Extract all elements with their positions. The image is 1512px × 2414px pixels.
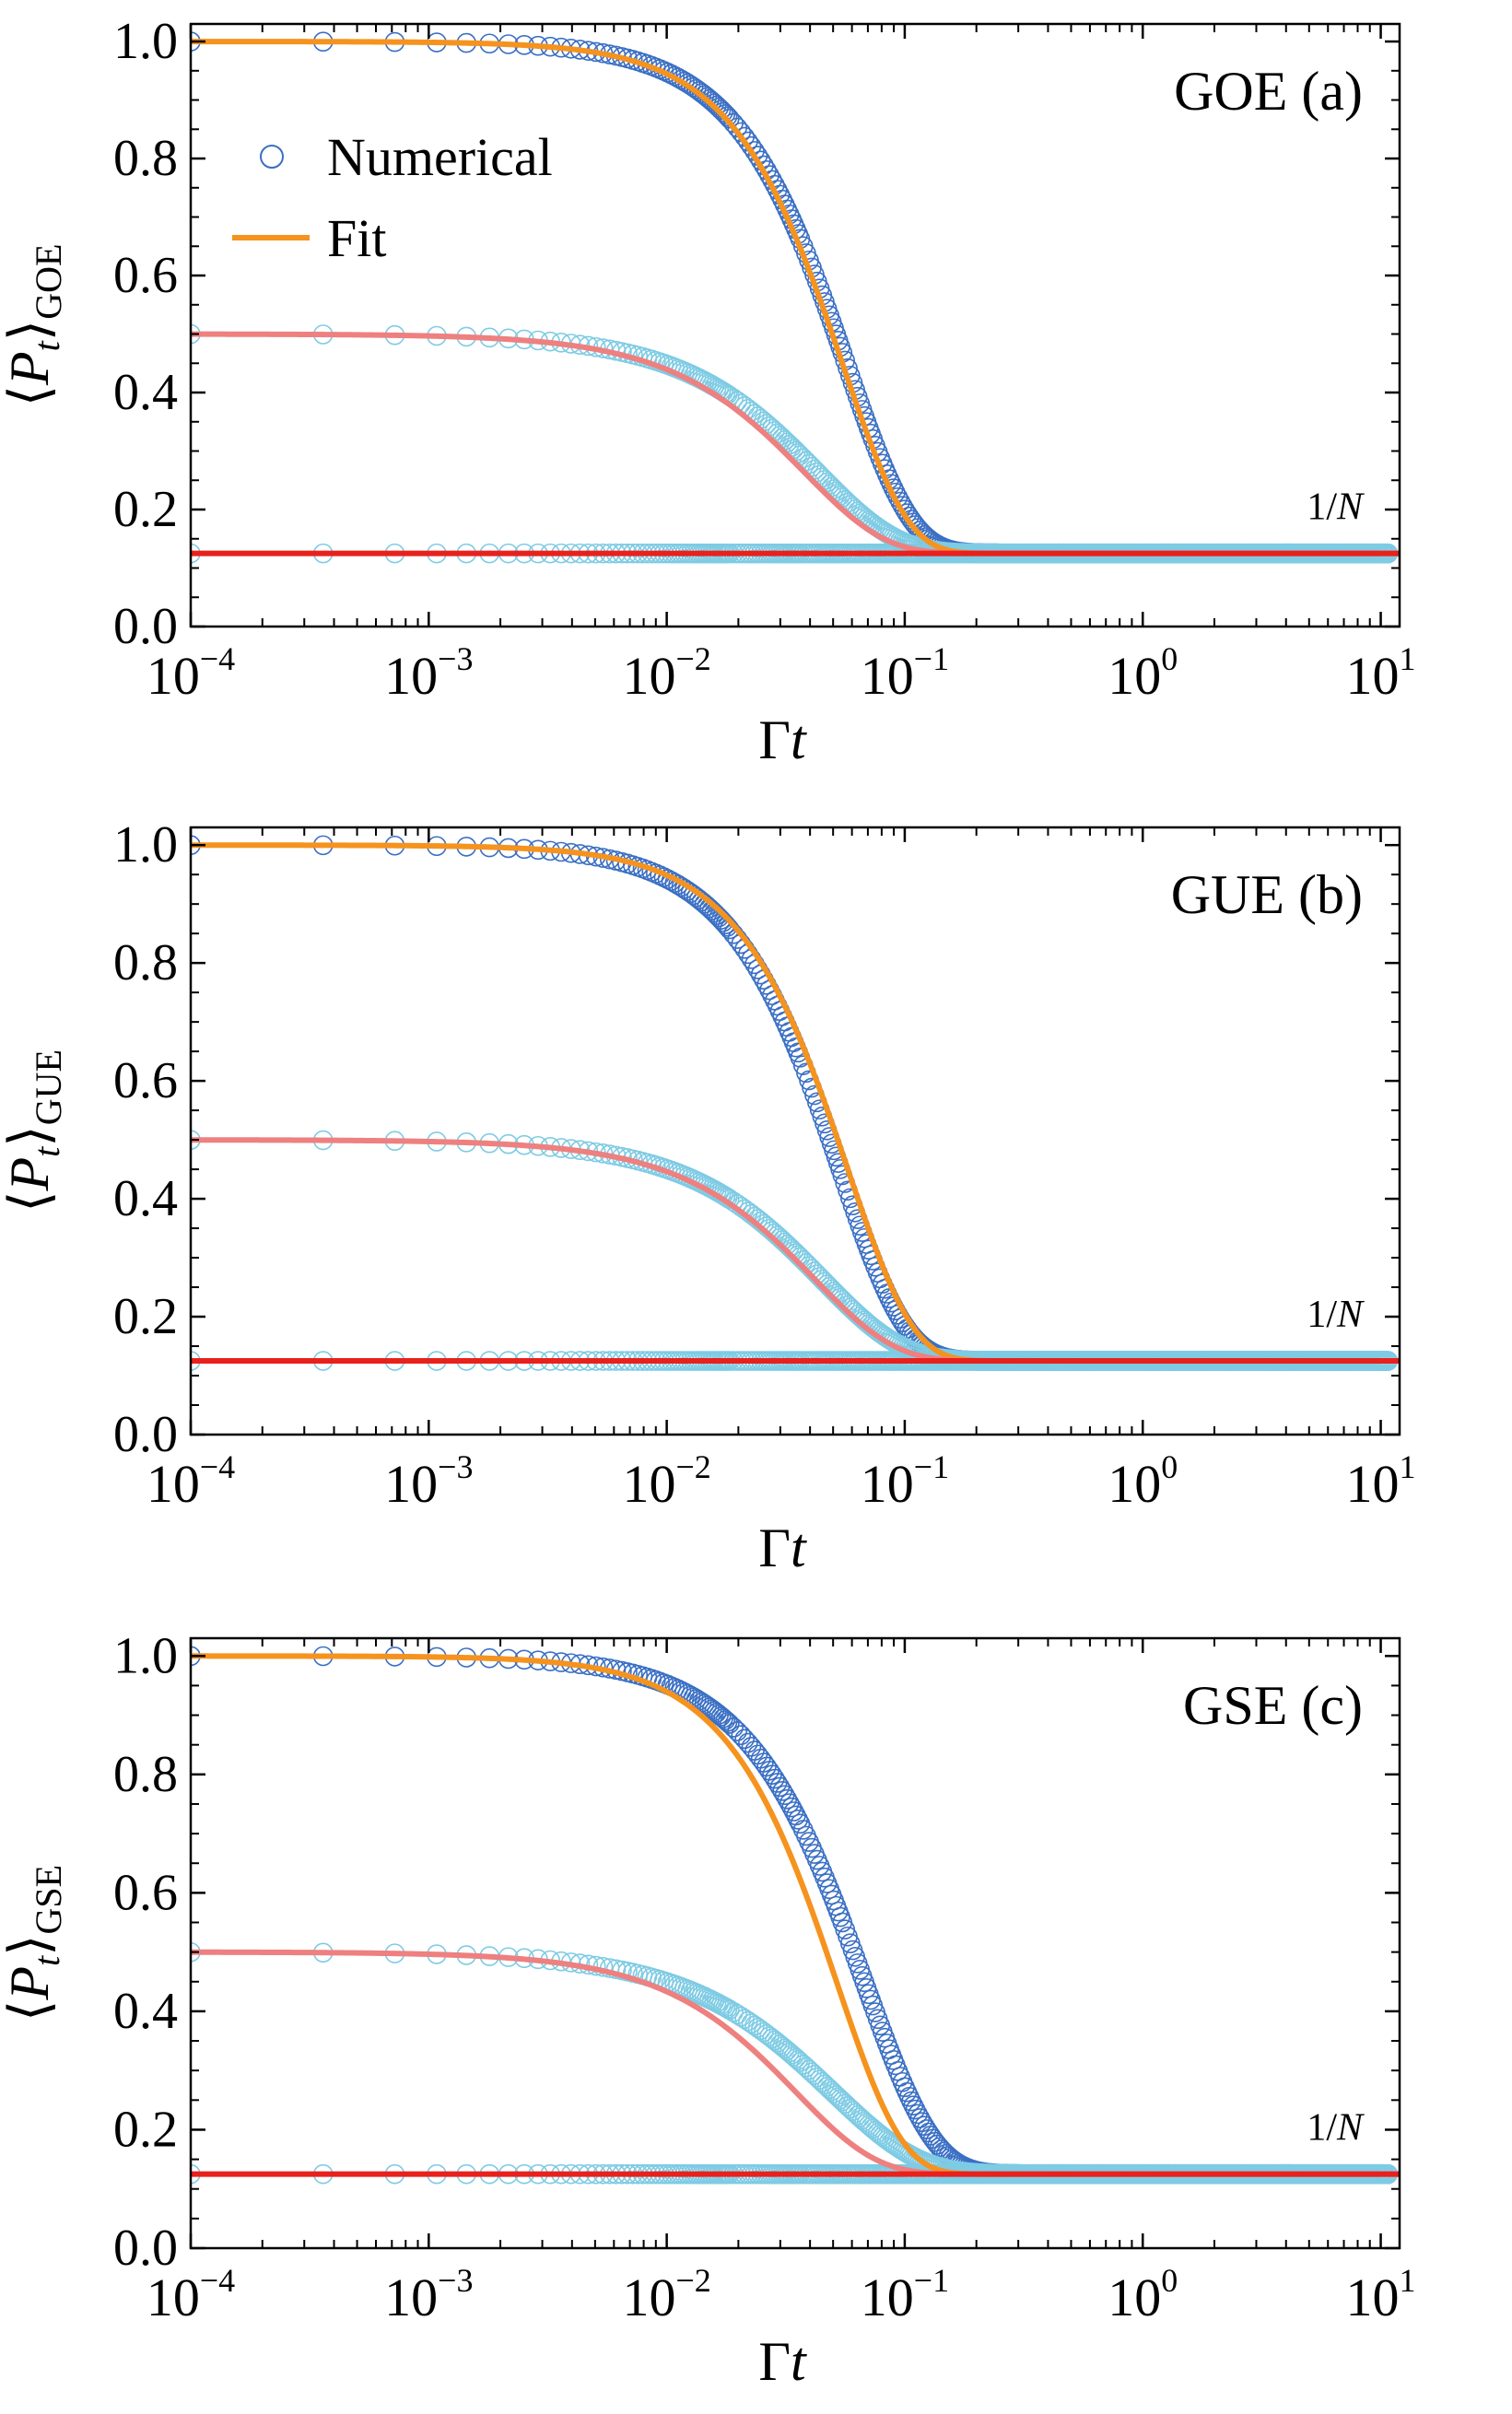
y-tick-label: 1.0: [113, 13, 178, 70]
legend-label-fit: Fit: [327, 208, 387, 268]
y-tick-label: 0.0: [113, 598, 178, 655]
x-tick-label: 10−1: [861, 640, 949, 706]
panel-label: GUE (b): [1171, 864, 1363, 925]
x-tick-label: 101: [1346, 640, 1416, 706]
numerical-point: [723, 1717, 744, 1738]
x-tick-label: 10−4: [147, 2262, 235, 2327]
y-tick-label: 0.2: [113, 1288, 178, 1345]
plot-area: [191, 1646, 1400, 2185]
y-tick-label: 0.6: [113, 1052, 178, 1109]
x-tick-label: 10−1: [861, 2262, 949, 2327]
y-tick-label: 1.0: [113, 816, 178, 873]
numerical-point: [731, 1725, 752, 1745]
numerical-point: [731, 2006, 752, 2027]
y-tick-label: 0.6: [113, 1864, 178, 1921]
legend: Numerical Fit: [232, 127, 553, 268]
y-tick-label: 0.0: [113, 2220, 178, 2277]
legend-label-numerical: Numerical: [327, 127, 553, 187]
y-tick-label: 0.4: [113, 364, 178, 421]
x-tick-label: 101: [1346, 1448, 1416, 1514]
one-over-n-annotation: 1/N: [1307, 2107, 1365, 2150]
y-tick-label: 0.4: [113, 1170, 178, 1227]
y-axis-label: ⟨Pt⟩GOE: [0, 244, 69, 407]
x-tick-label: 10−2: [622, 2262, 710, 2327]
y-tick-label: 0.8: [113, 934, 178, 991]
numerical-point: [688, 81, 709, 101]
x-tick-label: 100: [1108, 640, 1178, 706]
panel-label: GOE (a): [1174, 61, 1363, 122]
y-tick-label: 0.0: [113, 1406, 178, 1463]
numerical-point: [717, 106, 738, 127]
plot-area: [191, 31, 1400, 564]
y-tick-label: 0.2: [113, 2101, 178, 2158]
x-axis-label: Γt: [758, 709, 807, 770]
one-over-n-annotation: 1/N: [1307, 486, 1365, 529]
y-tick-label: 0.6: [113, 247, 178, 304]
y-axis-label: ⟨Pt⟩GSE: [0, 1865, 69, 2021]
y-tick-label: 0.8: [113, 130, 178, 187]
x-tick-label: 100: [1108, 2262, 1178, 2327]
x-tick-label: 10−2: [622, 1448, 710, 1514]
y-tick-label: 0.2: [113, 481, 178, 538]
panel-label: GSE (c): [1183, 1675, 1363, 1736]
plot-area: [191, 835, 1400, 1371]
numerical-point: [788, 1810, 808, 1830]
numerical-point: [734, 1728, 755, 1750]
numerical-point: [727, 1721, 748, 1741]
x-tick-label: 100: [1108, 1448, 1178, 1514]
x-tick-label: 10−4: [147, 640, 235, 706]
x-tick-label: 101: [1346, 2262, 1416, 2327]
one-over-n-annotation: 1/N: [1307, 1294, 1365, 1336]
axes-frame: [189, 1636, 1401, 2250]
panel-2: 0.0 0.2 0.4 0.6 0.8 1.0 10−4 10−3 10−2 10−1 100 101…: [0, 816, 1416, 1578]
x-tick-label: 10−3: [384, 2262, 473, 2327]
axes-frame: [189, 826, 1401, 1436]
x-tick-label: 10−2: [622, 640, 710, 706]
x-tick-label: 10−3: [384, 1448, 473, 1514]
y-tick-label: 0.4: [113, 1983, 178, 2040]
x-axis-label: Γt: [758, 1518, 807, 1578]
numerical-point: [738, 1732, 758, 1753]
numerical-point: [897, 2081, 918, 2103]
x-tick-label: 10−3: [384, 640, 473, 706]
panel-1: 0.0 0.2 0.4 0.6 0.8 1.0 10−4 10−3 10−2 10−1 100 101…: [0, 13, 1416, 770]
axes-frame: [189, 22, 1401, 628]
numerical-point: [715, 1710, 736, 1730]
legend-marker-numerical: [260, 145, 284, 169]
x-tick-label: 10−1: [861, 1448, 949, 1514]
x-tick-label: 10−4: [147, 1448, 235, 1514]
y-tick-label: 0.8: [113, 1746, 178, 1803]
y-tick-label: 1.0: [113, 1627, 178, 1684]
numerical-point: [799, 2059, 819, 2080]
panel-3: 0.0 0.2 0.4 0.6 0.8 1.0 10−4 10−3 10−2 10−1 100 101…: [0, 1627, 1416, 2392]
x-axis-label: Γt: [758, 2331, 807, 2392]
numerical-point: [713, 101, 733, 123]
numerical-point: [765, 2030, 785, 2051]
numerical-point: [691, 83, 712, 103]
y-axis-label: ⟨Pt⟩GUE: [0, 1049, 69, 1213]
numerical-point: [719, 1714, 740, 1734]
numerical-point: [762, 2028, 782, 2049]
numerical-point: [898, 2086, 920, 2107]
